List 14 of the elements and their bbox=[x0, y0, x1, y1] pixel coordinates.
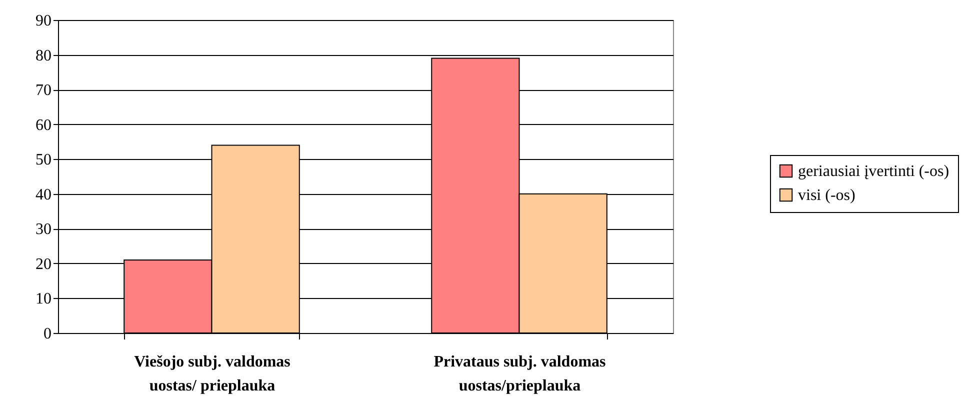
y-tick-label: 50 bbox=[36, 152, 52, 169]
y-tick-label: 40 bbox=[36, 186, 52, 204]
y-tick-label: 80 bbox=[36, 47, 52, 64]
y-tick-label: 90 bbox=[36, 12, 52, 30]
y-tick-label: 0 bbox=[44, 326, 52, 342]
x-tick-label: Viešojo subj. valdomas uostas/ prieplauka bbox=[134, 354, 290, 394]
x-tick-label: Privataus subj. valdomas uostas/prieplauka bbox=[434, 354, 606, 394]
y-tick-label: 20 bbox=[36, 256, 52, 273]
y-tick-label: 30 bbox=[36, 221, 52, 238]
legend-label: visi (-os) bbox=[798, 187, 856, 204]
y-tick-label: 60 bbox=[36, 116, 52, 134]
y-tick-label: 70 bbox=[36, 82, 52, 100]
legend-label: geriausiai įvertinti (-os) bbox=[798, 163, 950, 180]
y-tick-label: 10 bbox=[36, 290, 52, 308]
